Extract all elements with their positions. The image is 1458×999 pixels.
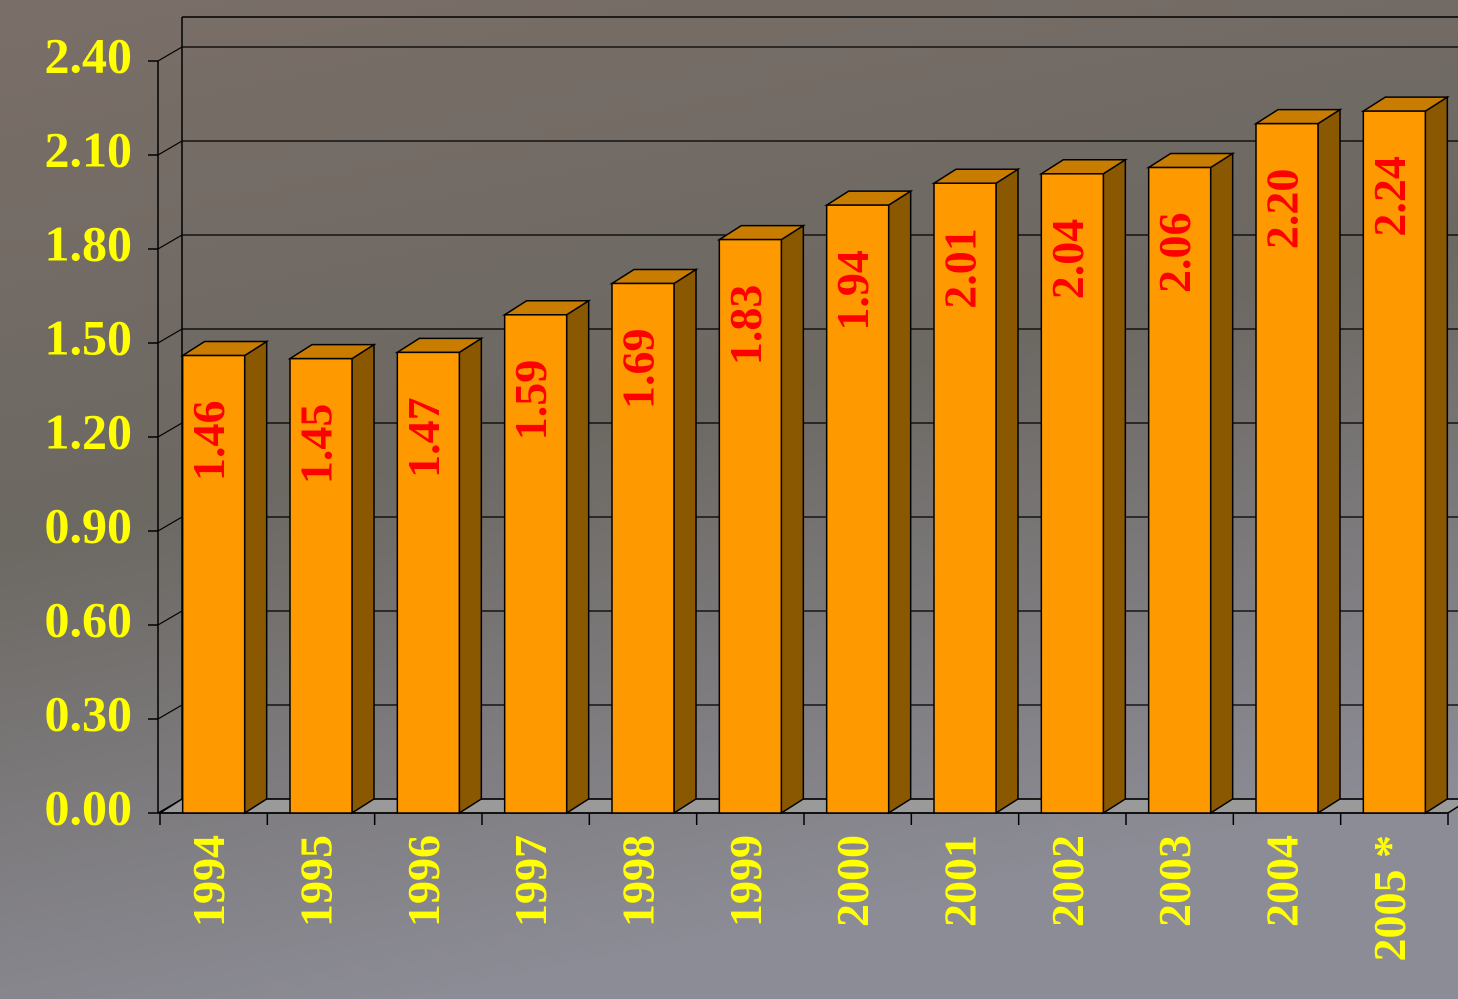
bar-side [565,299,590,815]
bar-side [1209,152,1234,815]
x-tick-label: 2000 [827,835,878,927]
bar [1255,122,1319,814]
grid-line [157,798,183,814]
y-tick-label: 0.90 [45,497,133,553]
x-tick-label: 1997 [505,835,556,927]
bar [289,357,353,814]
value-label: 1.59 [505,360,556,441]
x-tick-label: 2002 [1042,835,1093,927]
value-label: 2.20 [1257,169,1308,250]
bar-side [673,268,697,815]
y-tick-label: 2.40 [45,27,133,83]
bar [1147,166,1212,814]
bar [503,314,568,814]
grid-line [157,516,183,532]
x-tick-label: 1996 [398,835,449,927]
y-tick-label: 0.00 [45,779,133,835]
bar [611,282,675,814]
bar [933,182,997,814]
value-label: 2.01 [935,228,986,309]
y-tick-label: 2.10 [45,121,133,177]
x-tick-label: 2003 [1149,835,1200,927]
grid-line [157,234,183,250]
bar [1040,173,1105,814]
x-tick-label: 2004 [1257,835,1308,927]
bar-side [351,343,375,815]
bar [396,351,461,814]
grid-line [157,140,183,156]
grid-line [157,704,183,720]
y-tick-label: 0.60 [45,591,133,647]
value-label: 2.04 [1042,219,1093,299]
bar-side [1424,95,1449,815]
grid-line [157,46,183,62]
value-label: 1.47 [398,397,449,478]
value-label: 1.45 [291,404,342,485]
x-tick-label: 2001 [935,835,986,927]
x-tick-label: 2005 * [1364,835,1415,962]
y-tick-label: 0.30 [45,685,133,741]
value-label: 1.94 [827,250,878,331]
x-tick-label: 1995 [291,835,342,927]
y-tick-label: 1.50 [45,309,133,365]
bar [718,238,783,814]
value-label: 1.69 [613,328,664,409]
grid-line [157,422,183,438]
y-tick-label: 1.20 [45,403,133,459]
bar-side [458,337,483,815]
bar-side [780,224,805,815]
bar [181,354,246,814]
grid-line [157,610,183,626]
bar-side [243,340,268,815]
bar-side [887,189,912,815]
bar-side [995,167,1019,815]
bar [1362,110,1427,814]
y-tick-label: 1.80 [45,215,133,271]
x-tick-label: 1994 [183,835,234,927]
value-label: 2.06 [1149,213,1200,293]
x-tick-label: 1999 [720,835,771,927]
value-label: 1.46 [183,401,234,482]
value-label: 2.24 [1364,156,1415,237]
bar [825,204,890,814]
value-label: 1.83 [720,285,771,366]
bar-side [1317,108,1341,815]
x-tick-label: 1998 [613,835,664,927]
grid-line [157,328,183,344]
bar-side [1102,158,1127,815]
